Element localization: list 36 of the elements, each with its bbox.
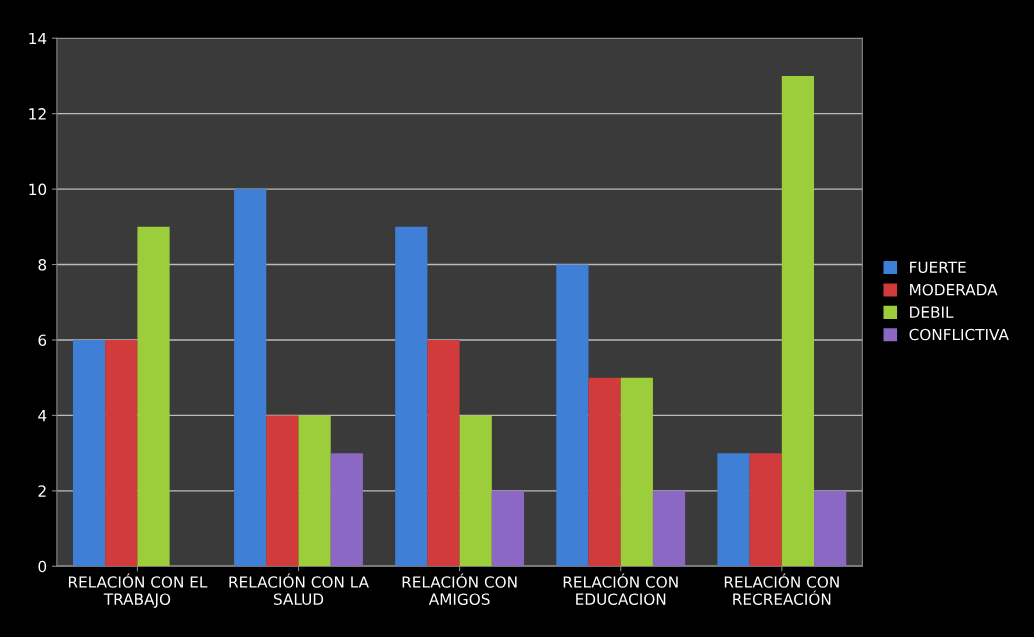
bar — [266, 415, 299, 567]
x-tick-label: RELACIÓN CON LA SALUD — [229, 573, 369, 605]
bar — [137, 226, 170, 567]
bar — [588, 377, 621, 567]
bar — [72, 339, 106, 567]
bar — [105, 339, 138, 567]
bar — [749, 453, 782, 567]
bar — [491, 490, 525, 567]
y-tick-label: 6 — [38, 334, 47, 346]
bar — [330, 453, 363, 567]
bar — [620, 377, 653, 567]
bar — [781, 75, 815, 567]
y-tick-label: 12 — [29, 108, 46, 120]
legend-label: MODERADA — [910, 283, 998, 296]
x-tick-label: RELACIÓN CON AMIGOS — [402, 573, 517, 605]
y-tick-label: 4 — [38, 410, 47, 422]
bar — [652, 490, 686, 567]
legend-label: DEBIL — [910, 306, 954, 318]
bar — [556, 264, 589, 567]
bar — [395, 226, 428, 567]
y-tick-label: 14 — [29, 32, 47, 45]
y-tick-label: 8 — [38, 259, 47, 271]
y-tick-label: 2 — [38, 485, 46, 497]
y-tick-label: 10 — [29, 183, 47, 196]
y-tick-label: 0 — [38, 560, 47, 573]
legend-label: CONFLICTIVA — [909, 328, 1009, 341]
bar — [234, 189, 267, 567]
x-tick-label: RELACIÓN CON EL TRABAJO — [68, 573, 208, 608]
bar — [717, 453, 750, 567]
x-tick-label: RELACIÓN CON RECREACIÓN — [724, 573, 839, 605]
bar — [459, 415, 492, 567]
legend-label: FUERTE — [910, 261, 966, 274]
bar — [814, 490, 847, 567]
x-tick-label: RELACIÓN CON EDUCACION — [563, 573, 678, 605]
bar — [427, 339, 460, 567]
bar — [298, 415, 331, 567]
